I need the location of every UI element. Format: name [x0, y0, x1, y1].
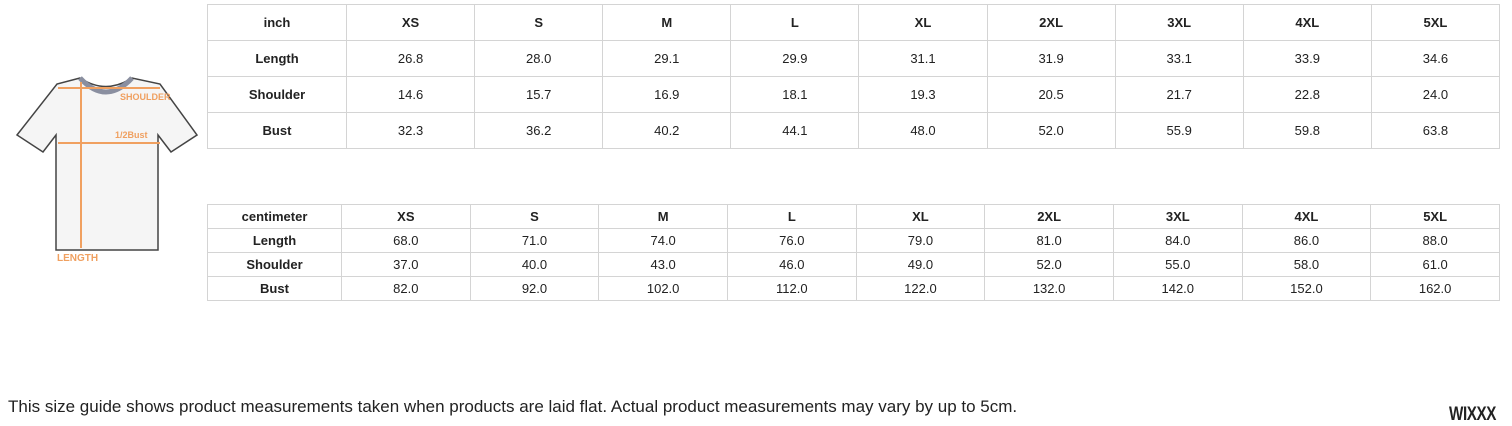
row-label: Bust: [207, 112, 347, 149]
table-cell: 29.1: [602, 40, 732, 77]
brand-logo: WIXXX: [1449, 404, 1496, 425]
column-header: 2XL: [986, 4, 1116, 41]
table-cell: 88.0: [1370, 228, 1500, 253]
table-cell: 68.0: [341, 228, 471, 253]
row-label: Bust: [207, 276, 342, 301]
column-header: S: [474, 4, 604, 41]
column-header: XL: [855, 204, 986, 229]
table-cell: 132.0: [984, 276, 1114, 301]
size-guide-note: This size guide shows product measuremen…: [8, 397, 1018, 416]
table-cell: 40.2: [602, 112, 732, 149]
table-cell: 58.0: [1241, 252, 1372, 277]
table-cell: 122.0: [855, 276, 986, 301]
table-cell: 44.1: [730, 112, 860, 149]
table-cell: 79.0: [855, 228, 986, 253]
table-cell: 26.8: [345, 40, 476, 77]
table-cell: 16.9: [602, 76, 732, 113]
table-cell: 55.9: [1114, 112, 1244, 149]
table-cell: 55.0: [1112, 252, 1243, 277]
table-row: Length 26.8 28.0 29.1 29.9 31.1 31.9 33.1 33.9 34…: [207, 40, 1501, 77]
table-cell: 20.5: [986, 76, 1116, 113]
column-header: L: [730, 4, 860, 41]
row-label: Shoulder: [207, 76, 347, 113]
table-cell: 142.0: [1112, 276, 1243, 301]
table-cell: 71.0: [469, 228, 600, 253]
column-header: inch: [207, 4, 347, 41]
table-cell: 19.3: [858, 76, 988, 113]
column-header: 5XL: [1370, 4, 1501, 41]
table-cell: 29.9: [730, 40, 860, 77]
table-cell: 52.0: [986, 112, 1116, 149]
column-header: centimeter: [207, 204, 342, 229]
table-cell: 37.0: [341, 252, 471, 277]
table-cell: 59.8: [1242, 112, 1372, 149]
tshirt-measurement-illustration: SHOULDER 1/2Bust LENGTH: [15, 76, 199, 264]
row-label: Shoulder: [207, 252, 342, 277]
table-cell: 28.0: [474, 40, 604, 77]
table-row: Bust 32.3 36.2 40.2 44.1 48.0 52.0 55.9 59.8 63.8: [207, 112, 1501, 149]
table-cell: 82.0: [341, 276, 471, 301]
table-cell: 31.1: [858, 40, 988, 77]
table-cell: 32.3: [345, 112, 476, 149]
table-row: Length 68.0 71.0 74.0 76.0 79.0 81.0 84.0 86.0 88…: [207, 228, 1500, 253]
column-header: XS: [345, 4, 476, 41]
table-cell: 74.0: [598, 228, 728, 253]
table-cell: 63.8: [1370, 112, 1501, 149]
inch-size-table: inch XS S M L XL 2XL 3XL 4XL 5XL Length 26.8 28.0 29.…: [207, 4, 1501, 149]
table-cell: 33.9: [1242, 40, 1372, 77]
table-cell: 86.0: [1241, 228, 1372, 253]
column-header: XL: [858, 4, 988, 41]
table-cell: 15.7: [474, 76, 604, 113]
column-header: XS: [341, 204, 471, 229]
table-cell: 33.1: [1114, 40, 1244, 77]
table-cell: 84.0: [1112, 228, 1243, 253]
table-row: Bust 82.0 92.0 102.0 112.0 122.0 132.0 142.0 152…: [207, 276, 1500, 301]
column-header: M: [598, 204, 728, 229]
header-row: inch XS S M L XL 2XL 3XL 4XL 5XL: [207, 4, 1501, 41]
column-header: 3XL: [1112, 204, 1243, 229]
table-cell: 34.6: [1370, 40, 1501, 77]
cm-size-table: centimeter XS S M L XL 2XL 3XL 4XL 5XL Length 68.0 7…: [207, 204, 1500, 301]
table-cell: 49.0: [855, 252, 986, 277]
table-cell: 21.7: [1114, 76, 1244, 113]
table-cell: 162.0: [1370, 276, 1500, 301]
table-cell: 40.0: [469, 252, 600, 277]
table-cell: 112.0: [726, 276, 857, 301]
column-header: M: [602, 4, 732, 41]
table-cell: 43.0: [598, 252, 728, 277]
table-row: Shoulder 37.0 40.0 43.0 46.0 49.0 52.0 55.0 58.0…: [207, 252, 1500, 277]
row-label: Length: [207, 228, 342, 253]
table-cell: 52.0: [984, 252, 1114, 277]
column-header: 5XL: [1370, 204, 1500, 229]
column-header: 2XL: [984, 204, 1114, 229]
length-label: LENGTH: [57, 253, 98, 264]
column-header: 4XL: [1241, 204, 1372, 229]
column-header: L: [726, 204, 857, 229]
table-cell: 102.0: [598, 276, 728, 301]
column-header: S: [469, 204, 600, 229]
table-cell: 76.0: [726, 228, 857, 253]
table-cell: 92.0: [469, 276, 600, 301]
table-cell: 81.0: [984, 228, 1114, 253]
table-cell: 24.0: [1370, 76, 1501, 113]
table-cell: 152.0: [1241, 276, 1372, 301]
column-header: 4XL: [1242, 4, 1372, 41]
header-row: centimeter XS S M L XL 2XL 3XL 4XL 5XL: [207, 204, 1500, 229]
table-cell: 31.9: [986, 40, 1116, 77]
table-cell: 48.0: [858, 112, 988, 149]
table-cell: 36.2: [474, 112, 604, 149]
row-label: Length: [207, 40, 347, 77]
table-cell: 46.0: [726, 252, 857, 277]
bust-label: 1/2Bust: [115, 130, 148, 140]
column-header: 3XL: [1114, 4, 1244, 41]
table-cell: 14.6: [345, 76, 476, 113]
table-cell: 61.0: [1370, 252, 1500, 277]
table-cell: 18.1: [730, 76, 860, 113]
shoulder-label: SHOULDER: [120, 92, 171, 102]
table-row: Shoulder 14.6 15.7 16.9 18.1 19.3 20.5 21.7 22.8…: [207, 76, 1501, 113]
table-cell: 22.8: [1242, 76, 1372, 113]
